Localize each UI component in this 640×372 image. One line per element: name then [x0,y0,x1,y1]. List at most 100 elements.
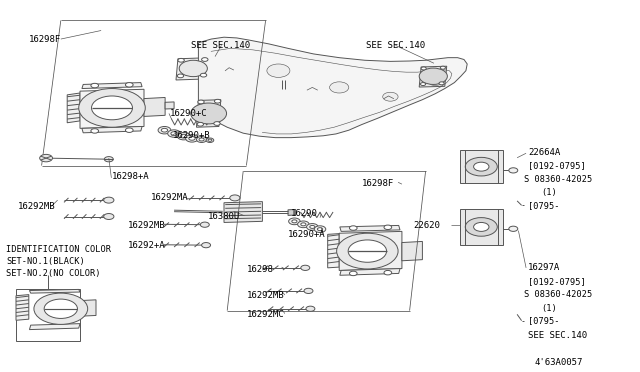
Text: 16292MB: 16292MB [246,291,284,300]
Circle shape [509,226,518,231]
Text: 22664A: 22664A [528,148,560,157]
Text: [0192-0795]: [0192-0795] [528,161,586,170]
Circle shape [214,99,221,103]
Text: 16292MB: 16292MB [18,202,56,211]
Circle shape [91,83,99,88]
Circle shape [196,137,207,142]
Circle shape [419,68,447,84]
Circle shape [180,134,187,138]
Circle shape [125,83,133,87]
Text: 16290+C: 16290+C [170,109,207,118]
Circle shape [440,66,445,69]
Text: 16292MC: 16292MC [246,310,284,319]
Circle shape [161,128,168,132]
Circle shape [92,96,132,120]
Text: 16298+A: 16298+A [112,172,150,181]
Circle shape [349,271,357,276]
Text: 16292MB: 16292MB [128,221,166,230]
Circle shape [304,288,313,294]
Polygon shape [29,324,80,330]
Circle shape [40,154,52,162]
Circle shape [421,67,426,70]
Text: 16298F: 16298F [29,35,61,44]
Circle shape [171,132,177,135]
Circle shape [104,214,114,219]
Circle shape [158,126,171,134]
Circle shape [337,233,398,269]
Polygon shape [288,209,296,215]
Text: SEE SEC.140: SEE SEC.140 [366,41,425,50]
Circle shape [177,132,190,140]
Text: 16290+B: 16290+B [173,131,211,140]
Circle shape [474,222,489,231]
Polygon shape [80,89,144,128]
Polygon shape [340,225,400,231]
Polygon shape [29,289,80,293]
Circle shape [301,265,310,270]
Circle shape [465,157,497,176]
Polygon shape [224,202,262,222]
Circle shape [34,293,88,324]
Circle shape [298,221,309,228]
Text: 22620: 22620 [413,221,440,230]
Text: SET-NO.2(NO COLOR): SET-NO.2(NO COLOR) [6,269,101,278]
Polygon shape [176,58,210,80]
Circle shape [177,74,184,78]
Circle shape [104,197,114,203]
Circle shape [383,92,398,101]
Circle shape [509,168,518,173]
Circle shape [307,224,318,230]
Circle shape [330,82,349,93]
Circle shape [310,225,315,228]
Polygon shape [198,37,467,138]
Polygon shape [82,83,142,89]
Text: [0795-: [0795- [528,201,559,210]
Circle shape [200,222,209,227]
Circle shape [202,58,208,61]
Bar [460,150,503,183]
Bar [16,289,80,341]
Circle shape [301,223,306,226]
Circle shape [202,243,211,248]
Circle shape [199,138,204,141]
Polygon shape [80,300,96,316]
Text: 16290+A: 16290+A [288,230,326,239]
Circle shape [200,73,207,77]
Polygon shape [144,97,165,116]
Text: 16290: 16290 [291,209,318,218]
Text: (1): (1) [541,188,557,197]
Text: S 08360-42025: S 08360-42025 [524,290,592,299]
Text: 16298F: 16298F [362,179,394,187]
Circle shape [384,225,392,230]
Circle shape [104,157,113,162]
Text: 4'63A0057: 4'63A0057 [534,358,583,367]
Circle shape [289,218,300,225]
Circle shape [317,228,323,231]
Polygon shape [328,234,339,268]
Circle shape [179,60,207,77]
Text: 16380U: 16380U [208,212,240,221]
Bar [460,209,503,245]
Circle shape [292,220,297,223]
Text: SEE SEC.140: SEE SEC.140 [191,41,250,50]
Polygon shape [340,269,400,275]
Circle shape [439,82,444,85]
Circle shape [44,299,77,318]
Polygon shape [196,100,221,127]
Circle shape [191,103,227,124]
Text: 16292+A: 16292+A [128,241,166,250]
Circle shape [198,100,204,104]
Circle shape [214,122,220,125]
Circle shape [420,83,426,86]
Circle shape [348,240,387,262]
Text: [0192-0795]: [0192-0795] [528,277,586,286]
Polygon shape [165,102,174,109]
Polygon shape [339,231,402,270]
Circle shape [314,226,326,232]
Text: S 08360-42025: S 08360-42025 [524,175,592,184]
Circle shape [267,64,290,77]
Text: [0795-: [0795- [528,316,559,325]
Polygon shape [67,93,80,123]
Text: SEE SEC.140: SEE SEC.140 [528,331,587,340]
Text: 16298: 16298 [246,265,273,274]
